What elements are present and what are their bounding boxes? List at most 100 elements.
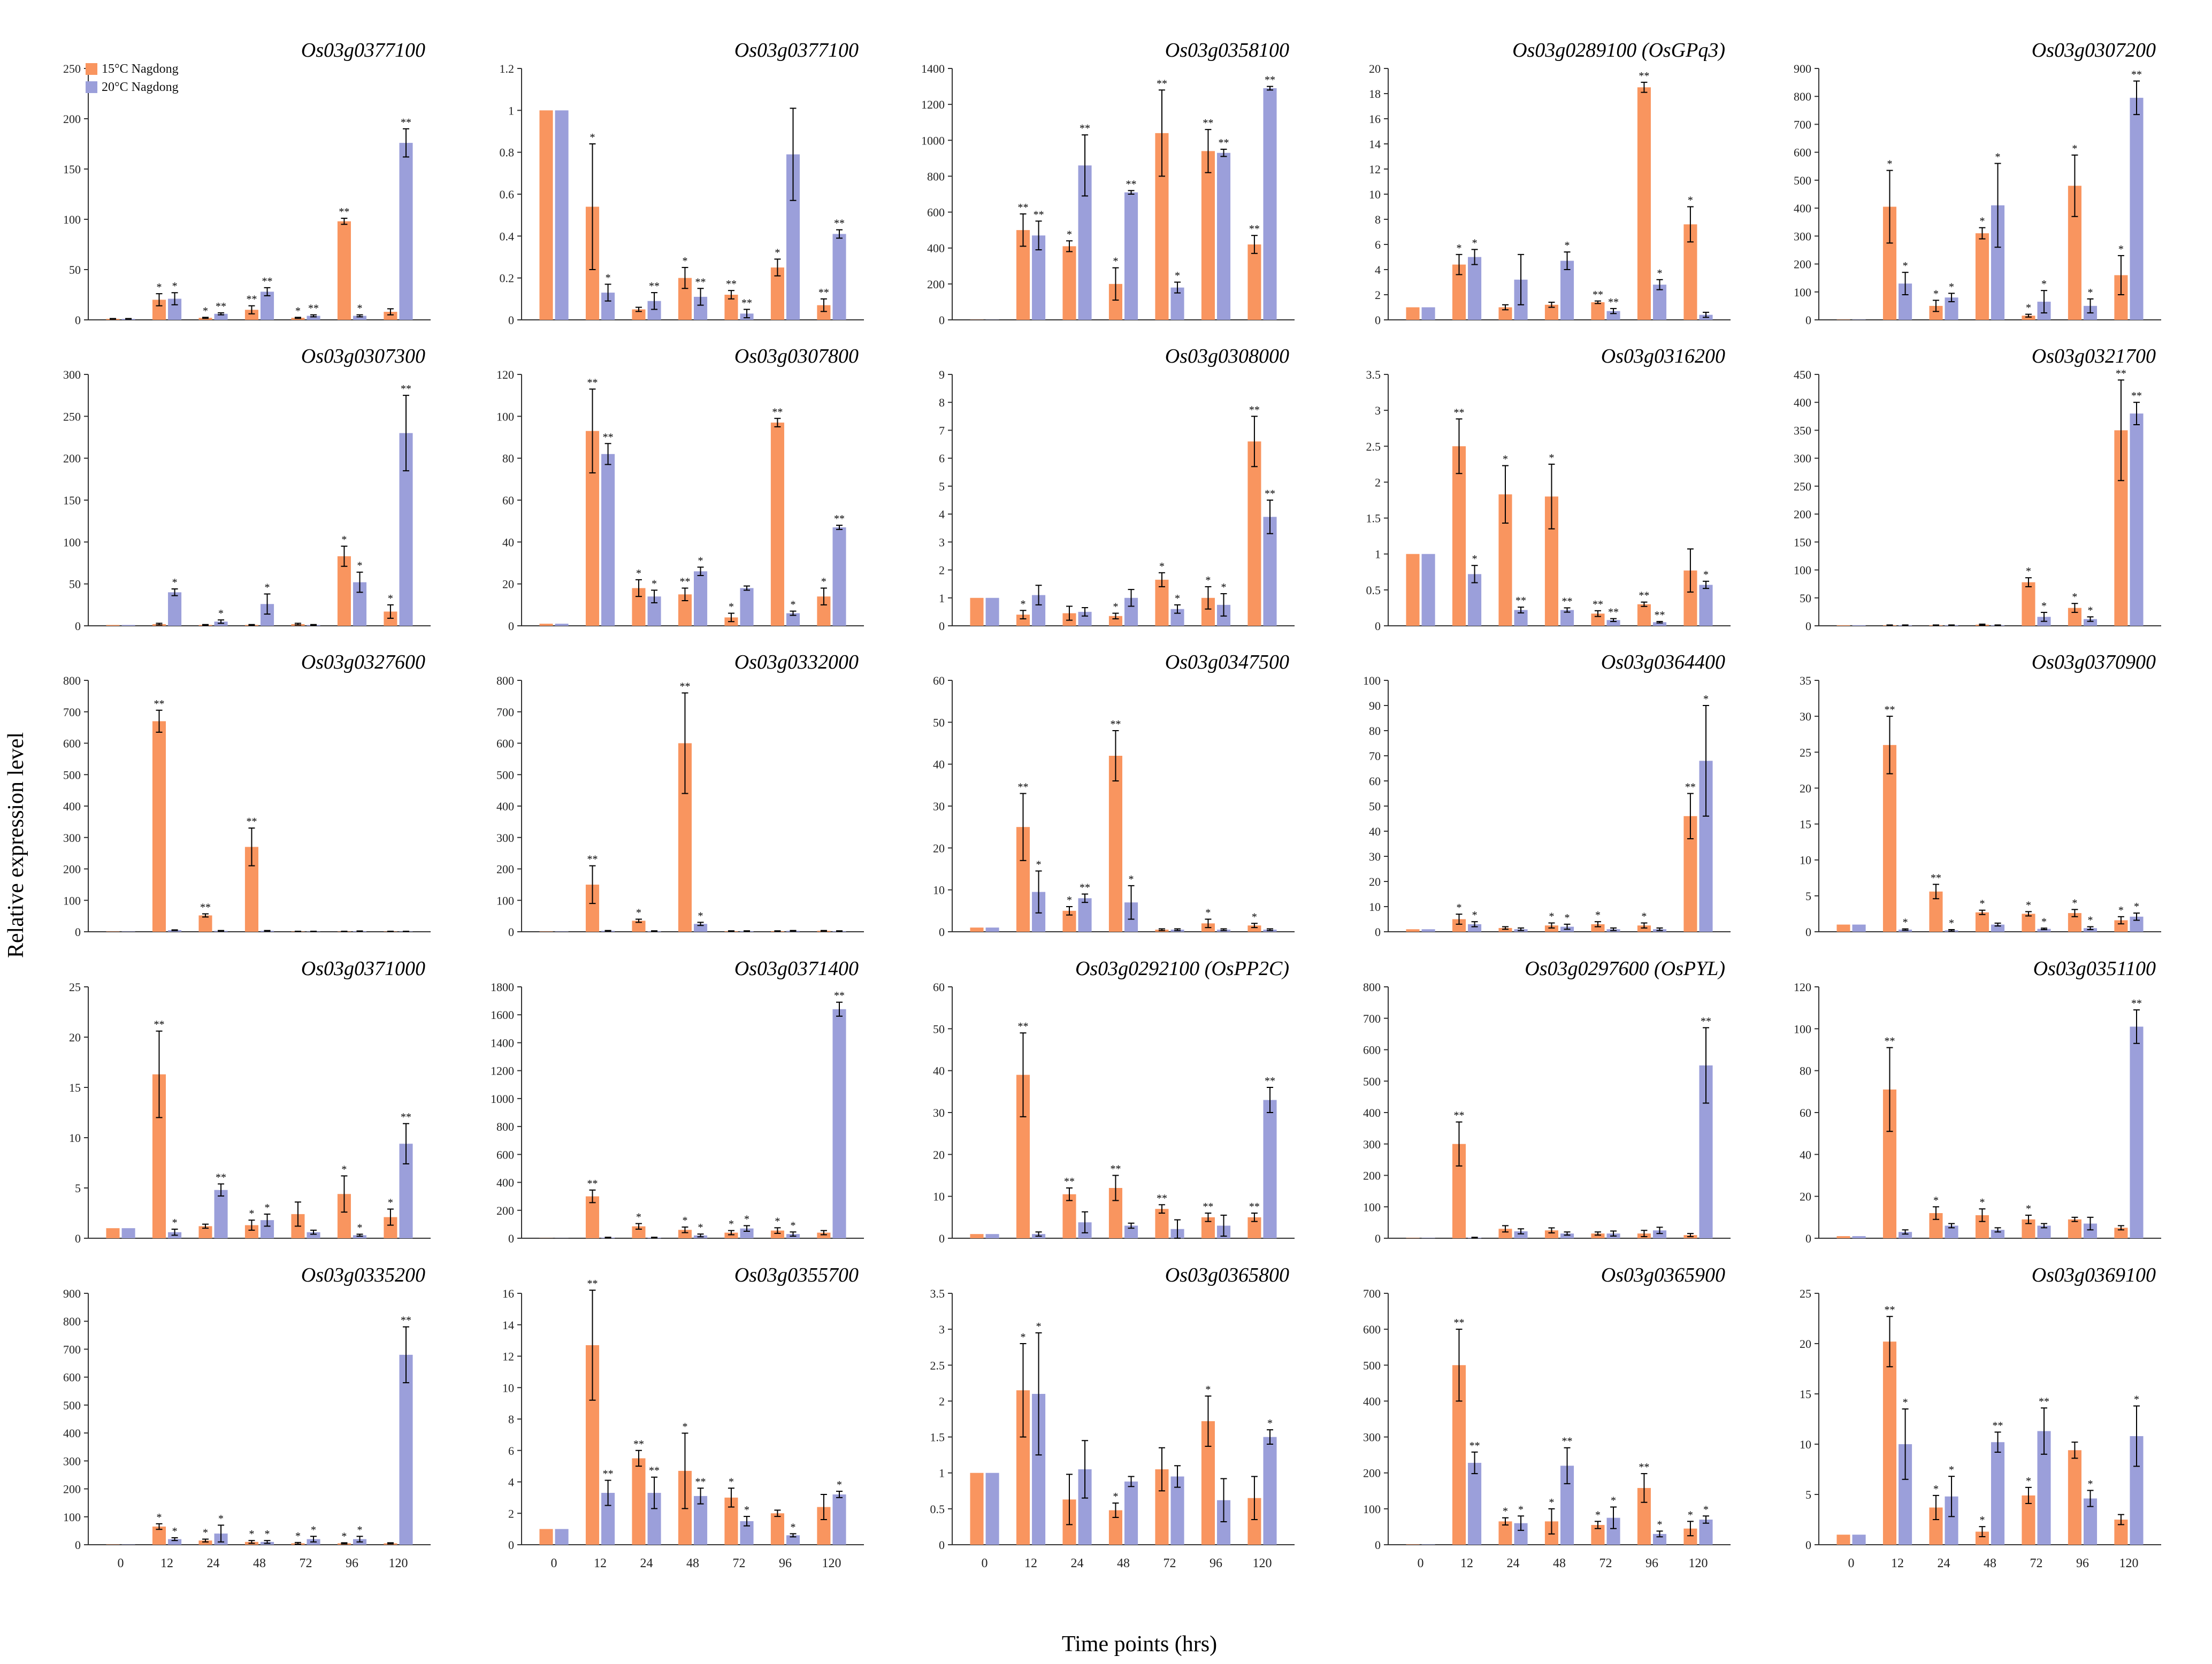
significance-mark: * xyxy=(203,305,208,317)
bar-20c-120 xyxy=(2130,97,2144,320)
y-tick-label: 1 xyxy=(939,592,945,605)
significance-mark: ** xyxy=(587,1178,598,1190)
chart-title: Os03g0370900 xyxy=(2032,651,2156,673)
significance-mark: ** xyxy=(2131,390,2142,402)
y-tick-label: 500 xyxy=(496,768,514,781)
significance-mark: * xyxy=(357,303,363,315)
bar-15c-24 xyxy=(1498,307,1512,320)
significance-mark: * xyxy=(1565,240,1570,251)
significance-mark: * xyxy=(1933,288,1939,300)
y-tick-label: 2.5 xyxy=(930,1359,945,1372)
y-tick-label: 500 xyxy=(63,768,81,781)
bar-20c-0 xyxy=(121,931,135,932)
significance-mark: * xyxy=(388,593,393,604)
x-tick-label: 120 xyxy=(2119,1556,2138,1570)
y-tick-label: 35 xyxy=(1800,674,1811,687)
significance-mark: ** xyxy=(1249,223,1260,235)
bar-15c-0 xyxy=(1836,625,1850,626)
significance-mark: * xyxy=(1903,917,1908,929)
x-tick-label: 72 xyxy=(299,1556,312,1570)
y-tick-label: 7 xyxy=(939,424,945,437)
y-tick-label: 20 xyxy=(933,841,945,855)
significance-mark: * xyxy=(1933,1194,1939,1206)
y-tick-label: 4 xyxy=(1375,263,1381,277)
significance-mark: ** xyxy=(246,294,257,305)
y-tick-label: 25 xyxy=(69,980,81,994)
y-tick-label: 40 xyxy=(502,535,514,549)
significance-mark: * xyxy=(1113,601,1118,613)
y-tick-label: 200 xyxy=(496,1204,514,1217)
y-tick-label: 12 xyxy=(502,1350,514,1363)
y-tick-label: 800 xyxy=(496,674,514,687)
chart-panel-21: Os03g0335200 0 100 200 300 400 500 600 700 800 900… xyxy=(63,1264,431,1570)
y-tick-label: 1800 xyxy=(491,980,514,994)
y-tick-label: 200 xyxy=(63,452,81,465)
y-tick-label: 300 xyxy=(1794,452,1811,465)
chart-title: Os03g0307300 xyxy=(301,345,425,367)
significance-mark: ** xyxy=(246,816,257,827)
chart-title: Os03g0316200 xyxy=(1601,345,1725,367)
chart-panel-24: Os03g036590001002003004005006007000****1… xyxy=(1363,1264,1731,1570)
bar-15c-0 xyxy=(539,110,553,320)
bar-20c-0 xyxy=(985,1473,999,1545)
y-tick-label: 5 xyxy=(1805,1488,1811,1501)
y-tick-label: 30 xyxy=(933,1106,945,1119)
significance-mark: ** xyxy=(1639,1461,1649,1473)
legend-label-15c: 15°C Nagdong xyxy=(102,62,179,76)
chart-title: Os03g0332000 xyxy=(734,651,859,673)
significance-mark: ** xyxy=(649,1465,660,1477)
bar-15c-72 xyxy=(1591,302,1605,320)
bar-15c-0 xyxy=(1836,319,1850,320)
bar-15c-96 xyxy=(337,556,351,626)
significance-mark: * xyxy=(1595,909,1601,921)
significance-mark: ** xyxy=(834,990,845,1002)
significance-mark: * xyxy=(1979,216,1985,227)
x-tick-label: 120 xyxy=(1688,1556,1708,1570)
chart-title: Os03g0365800 xyxy=(1165,1264,1289,1286)
y-tick-label: 600 xyxy=(1363,1323,1381,1336)
y-tick-label: 20 xyxy=(1800,1337,1811,1351)
significance-mark: ** xyxy=(726,278,737,290)
bar-15c-0 xyxy=(1406,929,1420,932)
chart-title: Os03g0377100 xyxy=(301,39,425,62)
y-tick-label: 10 xyxy=(1800,1438,1811,1451)
y-tick-label: 200 xyxy=(1794,258,1811,271)
y-tick-label: 0 xyxy=(939,1538,945,1552)
y-tick-label: 250 xyxy=(63,62,81,75)
significance-mark: ** xyxy=(679,681,690,693)
significance-mark: * xyxy=(1129,873,1134,885)
x-tick-label: 24 xyxy=(1938,1556,1950,1570)
y-tick-label: 800 xyxy=(63,674,81,687)
y-tick-label: 500 xyxy=(63,1399,81,1412)
chart-title: Os03g0358100 xyxy=(1165,39,1289,62)
significance-mark: * xyxy=(1979,898,1985,910)
bar-15c-0 xyxy=(106,931,120,932)
y-tick-label: 80 xyxy=(1369,724,1381,738)
bar-20c-72 xyxy=(2037,929,2051,932)
y-tick-label: 800 xyxy=(927,170,945,183)
significance-mark: * xyxy=(249,1208,254,1220)
significance-mark: ** xyxy=(1469,1440,1480,1452)
significance-mark: ** xyxy=(818,287,829,298)
y-tick-label: 20 xyxy=(933,1148,945,1161)
x-tick-label: 48 xyxy=(1984,1556,1996,1570)
significance-mark: ** xyxy=(1562,1436,1573,1447)
x-tick-label: 96 xyxy=(346,1556,358,1570)
significance-mark: * xyxy=(1549,452,1554,464)
y-tick-label: 3.5 xyxy=(1366,368,1381,381)
significance-mark: ** xyxy=(1639,70,1649,82)
bar-15c-96 xyxy=(2068,1219,2081,1238)
bar-15c-48 xyxy=(1975,912,1989,932)
significance-mark: * xyxy=(172,1217,178,1229)
x-tick-label: 12 xyxy=(1891,1556,1904,1570)
y-tick-label: 400 xyxy=(1363,1394,1381,1408)
bar-20c-24 xyxy=(1945,1225,1958,1238)
bar-20c-48 xyxy=(1560,1233,1574,1238)
y-tick-label: 250 xyxy=(1794,480,1811,493)
significance-mark: ** xyxy=(1593,289,1603,301)
chart-title: Os03g0335200 xyxy=(301,1264,425,1286)
y-tick-label: 120 xyxy=(496,368,514,381)
